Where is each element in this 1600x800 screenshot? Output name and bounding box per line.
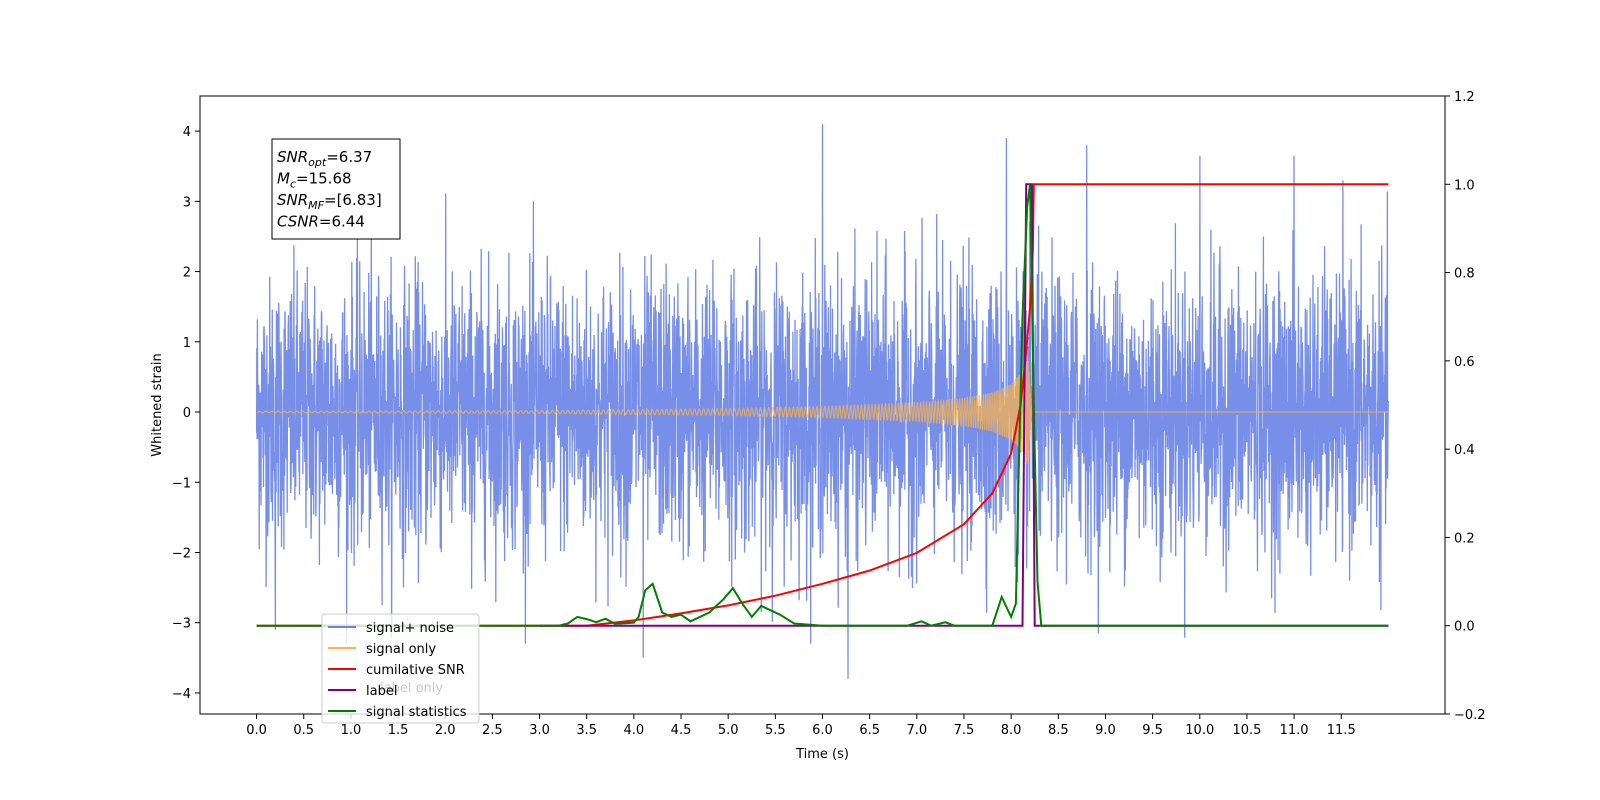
y-left-tick-label: −3 xyxy=(172,617,191,632)
x-axis-ticks: 0.0 0.5 1.0 1.5 2.0 2.5 3.0 3.5 4.0 4.5 5.0 5.5 6.0 6… xyxy=(246,714,1356,738)
annotation-line: SNRMF=[6.83] xyxy=(277,191,382,212)
annotation-line: SNRopt=6.37 xyxy=(277,148,372,169)
x-tick-label: 5.0 xyxy=(718,723,739,738)
y-left-tick-label: −4 xyxy=(172,687,191,702)
legend-label: signal statistics xyxy=(366,705,467,720)
x-tick-label: 2.0 xyxy=(435,723,456,738)
annotation-line: Mc=15.68 xyxy=(277,170,352,191)
x-tick-label: 10.0 xyxy=(1185,723,1214,738)
annotation-line: CSNR=6.44 xyxy=(277,213,365,231)
legend-label: signal+ noise xyxy=(366,621,454,636)
x-tick-label: 8.5 xyxy=(1048,723,1069,738)
legend-ghost-text: label only xyxy=(380,681,443,696)
y-left-tick-label: 4 xyxy=(183,125,191,140)
y-axis-left-ticks: −4 −3 −2 −1 0 1 2 3 4 xyxy=(172,125,200,702)
x-tick-label: 5.5 xyxy=(765,723,786,738)
x-tick-label: 6.0 xyxy=(812,723,833,738)
legend-label: label xyxy=(366,684,397,699)
legend: label only signal+ noise signal only cumila… xyxy=(321,613,480,724)
y-left-tick-label: −1 xyxy=(172,476,191,491)
legend-label: signal only xyxy=(366,642,436,657)
y-right-tick-label: 0.0 xyxy=(1454,620,1475,635)
y-axis-right-ticks: −0.2 0.0 0.2 0.4 0.6 0.8 1.0 1.2 xyxy=(1445,90,1486,723)
y-right-tick-label: 1.0 xyxy=(1454,178,1475,193)
x-tick-label: 7.5 xyxy=(954,723,975,738)
y-right-tick-label: 1.2 xyxy=(1454,90,1475,105)
y-axis-title: Whitened strain xyxy=(150,353,165,456)
x-tick-label: 1.5 xyxy=(388,723,409,738)
x-tick-label: 4.5 xyxy=(671,723,692,738)
y-right-tick-label: 0.4 xyxy=(1454,443,1475,458)
y-right-tick-label: 0.6 xyxy=(1454,355,1475,370)
noise-series-layer xyxy=(255,124,1390,679)
y-left-tick-label: 0 xyxy=(183,406,191,421)
x-tick-label: 7.0 xyxy=(906,723,927,738)
x-tick-label: 3.0 xyxy=(529,723,550,738)
x-axis-title: Time (s) xyxy=(795,747,849,762)
x-tick-label: 4.0 xyxy=(624,723,645,738)
cumulative-snr-line xyxy=(256,183,1389,627)
legend-frame xyxy=(321,613,480,724)
y-right-tick-label: 0.8 xyxy=(1454,267,1475,282)
annotation-box-frame xyxy=(271,138,401,240)
signal-only-line xyxy=(256,359,1389,465)
x-tick-label: 9.5 xyxy=(1142,723,1163,738)
x-tick-label: 0.5 xyxy=(293,723,314,738)
y-left-tick-label: −2 xyxy=(172,546,191,561)
x-tick-label: 11.0 xyxy=(1280,723,1309,738)
x-tick-label: 2.5 xyxy=(482,723,503,738)
x-tick-label: 9.0 xyxy=(1095,723,1116,738)
x-tick-label: 8.0 xyxy=(1001,723,1022,738)
signal-plus-noise-line xyxy=(255,124,1390,679)
y-left-tick-label: 3 xyxy=(183,195,191,210)
x-tick-label: 1.0 xyxy=(341,723,362,738)
signal-statistics-line xyxy=(256,184,1389,627)
signal-series-layer xyxy=(256,359,1389,465)
x-tick-label: 0.0 xyxy=(246,723,267,738)
x-tick-label: 10.5 xyxy=(1232,723,1261,738)
y-left-tick-label: 1 xyxy=(183,336,191,351)
right-axis-series-layer xyxy=(256,183,1389,627)
y-right-tick-label: −0.2 xyxy=(1454,708,1486,723)
x-tick-label: 11.5 xyxy=(1327,723,1356,738)
y-left-tick-label: 2 xyxy=(183,266,191,281)
x-tick-label: 6.5 xyxy=(859,723,880,738)
x-tick-label: 3.5 xyxy=(576,723,597,738)
legend-label: cumilative SNR xyxy=(366,663,465,678)
y-right-tick-label: 0.2 xyxy=(1454,531,1475,546)
